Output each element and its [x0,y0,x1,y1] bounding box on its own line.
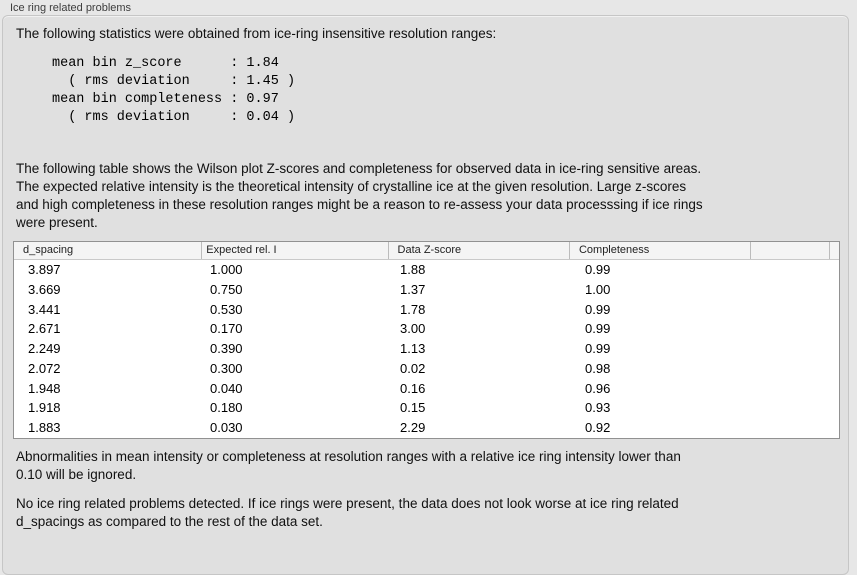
cell-data-z-score: 0.02 [400,360,426,376]
cell-d-spacing: 1.918 [28,400,61,416]
column-header-data-z-score[interactable]: Data Z-score [389,242,570,259]
cell-expected-rel-i: 0.300 [210,360,243,376]
cell-expected-rel-i: 0.170 [210,321,243,337]
cell-expected-rel-i: 0.030 [210,420,243,436]
ice-ring-group-box: The following statistics were obtained f… [2,15,849,575]
column-header-empty[interactable] [751,242,830,259]
table-row[interactable]: 3.441 0.530 1.78 0.99 [14,300,839,320]
ice-ring-table: d_spacing Expected rel. I Data Z-score C… [13,241,840,439]
cell-d-spacing: 2.072 [28,360,61,376]
intro-paragraph: The following statistics were obtained f… [16,26,497,41]
cell-d-spacing: 3.897 [28,262,61,277]
cell-expected-rel-i: 0.390 [210,341,243,357]
cell-expected-rel-i: 0.530 [210,301,243,317]
cell-d-spacing: 2.249 [28,341,61,357]
column-header-d-spacing[interactable]: d_spacing [14,242,203,259]
cell-completeness: 0.92 [585,420,611,436]
column-header-filler [830,242,839,259]
table-body: 3.897 1.000 1.88 0.99 3.669 0.750 1.37 1… [14,260,839,438]
cell-d-spacing: 2.671 [28,321,61,337]
table-row[interactable]: 2.072 0.300 0.02 0.98 [14,359,839,379]
conclusion-paragraph: No ice ring related problems detected. I… [16,495,679,529]
table-row[interactable]: 2.249 0.390 1.13 0.99 [14,339,839,359]
cell-completeness: 0.99 [585,341,611,357]
column-header-completeness[interactable]: Completeness [570,242,752,259]
table-description-paragraph: The following table shows the Wilson plo… [16,161,703,230]
table-row[interactable]: 1.883 0.030 2.29 0.92 [14,418,839,438]
cell-data-z-score: 1.37 [400,281,426,297]
cell-expected-rel-i: 0.180 [210,400,243,416]
cell-completeness: 0.96 [585,380,611,396]
cell-completeness: 0.99 [585,262,611,277]
stats-block: mean bin z_score : 1.84 ( rms deviation … [52,56,296,125]
cell-data-z-score: 1.13 [400,341,426,357]
table-row[interactable]: 3.669 0.750 1.37 1.00 [14,280,839,300]
cell-completeness: 0.99 [585,321,611,337]
cell-expected-rel-i: 0.040 [210,380,243,396]
table-row[interactable]: 3.897 1.000 1.88 0.99 [14,260,839,280]
cell-d-spacing: 3.441 [28,301,61,317]
cell-data-z-score: 1.88 [400,262,426,277]
cell-completeness: 0.99 [585,301,611,317]
cell-data-z-score: 3.00 [400,321,426,337]
table-header: d_spacing Expected rel. I Data Z-score C… [14,242,839,260]
cell-expected-rel-i: 1.000 [210,262,243,277]
cell-d-spacing: 3.669 [28,281,61,297]
table-row[interactable]: 1.918 0.180 0.15 0.93 [14,398,839,418]
table-row[interactable]: 1.948 0.040 0.16 0.96 [14,379,839,399]
panel-title: Ice ring related problems [10,2,132,14]
cell-completeness: 1.00 [585,281,611,297]
cell-completeness: 0.93 [585,400,611,416]
cell-d-spacing: 1.948 [28,380,61,396]
cell-data-z-score: 2.29 [400,420,426,436]
table-row[interactable]: 2.671 0.170 3.00 0.99 [14,319,839,339]
cell-expected-rel-i: 0.750 [210,281,243,297]
column-header-expected-rel-i[interactable]: Expected rel. I [202,242,389,259]
cell-d-spacing: 1.883 [28,420,61,436]
cell-data-z-score: 1.78 [400,301,426,317]
ignore-note-paragraph: Abnormalities in mean intensity or compl… [16,448,681,482]
cell-data-z-score: 0.16 [400,380,426,396]
cell-completeness: 0.98 [585,360,611,376]
cell-data-z-score: 0.15 [400,400,426,416]
